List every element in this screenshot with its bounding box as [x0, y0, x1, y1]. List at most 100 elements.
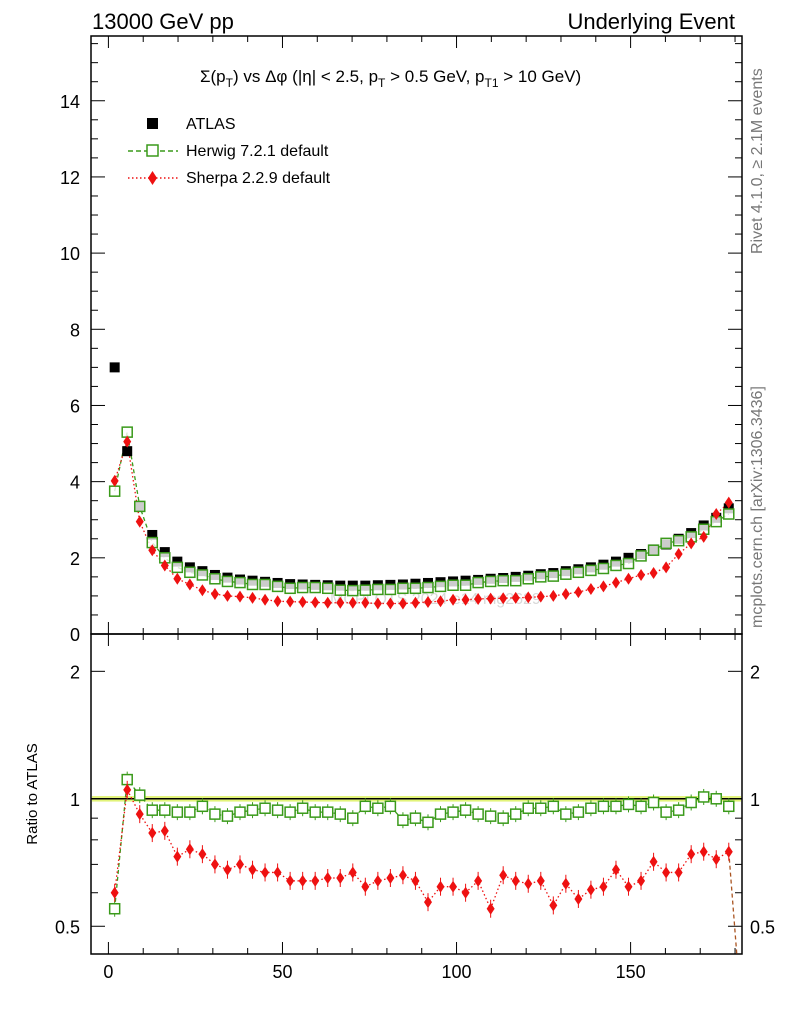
ratio-y-tick-label: 0.5 [55, 917, 80, 937]
sherpa-point [110, 474, 119, 487]
ratio-y-tick-label: 2 [70, 662, 80, 682]
sherpa-point [160, 559, 169, 572]
herwig-ratio-point [535, 802, 547, 814]
title-part-1: Σ(p [200, 67, 226, 86]
sherpa-point [185, 578, 194, 591]
herwig-ratio-point [334, 808, 347, 820]
herwig-point [509, 574, 522, 587]
herwig-point [184, 566, 196, 579]
sherpa-ratio-point [524, 877, 533, 890]
sherpa-point [687, 537, 696, 550]
herwig-point [635, 550, 647, 562]
herwig-ratio-point [184, 806, 196, 818]
herwig-point [672, 534, 685, 547]
sherpa-ratio-point [386, 872, 395, 885]
sherpa-point [561, 588, 570, 601]
herwig-point [472, 576, 484, 589]
herwig-ratio-point [434, 808, 447, 820]
herwig-point [372, 583, 384, 596]
y-tick-label: 0 [70, 625, 80, 645]
herwig-ratio-point [146, 804, 159, 816]
sherpa-point [461, 593, 470, 606]
herwig-point [259, 578, 271, 591]
herwig-ratio-point [509, 808, 522, 820]
sherpa-ratio-point [561, 877, 570, 890]
herwig-line [114, 431, 730, 592]
ratio-panel-frame [90, 633, 743, 955]
herwig-point [434, 580, 447, 593]
sherpa-point [499, 592, 508, 605]
atlas-point [147, 529, 158, 540]
sherpa-point [474, 592, 483, 605]
main-data-layer [108, 362, 735, 610]
title-sub-2: T [378, 76, 386, 90]
sherpa-point [637, 568, 646, 581]
sherpa-point [248, 591, 257, 604]
herwig-ratio-point [585, 802, 597, 814]
legend-label-sherpa: Sherpa 2.2.9 default [186, 170, 331, 187]
sherpa-ratio-point [361, 880, 370, 893]
herwig-ratio-point [635, 800, 647, 813]
sherpa-ratio-point [123, 783, 132, 796]
herwig-ratio-point [296, 802, 309, 814]
herwig-ratio-point [271, 804, 284, 816]
sherpa-point [261, 593, 270, 606]
sherpa-ratio-point [511, 874, 520, 887]
sherpa-point [524, 591, 533, 604]
herwig-point [447, 579, 459, 591]
sherpa-ratio-point [160, 824, 169, 837]
herwig-ratio-point [384, 800, 397, 813]
herwig-ratio-line [114, 777, 730, 909]
herwig-point [422, 581, 434, 594]
sherpa-point [624, 572, 633, 585]
sherpa-ratio-point [449, 880, 458, 893]
sherpa-point [536, 590, 545, 603]
sherpa-point [298, 596, 307, 609]
side-label-rivet: Rivet 4.1.0, ≥ 2.1M events [749, 68, 766, 254]
herwig-point [209, 573, 221, 585]
herwig-ratio-point [372, 802, 384, 814]
herwig-ratio-point [133, 789, 146, 801]
ratio-y-tick-label-right: 1 [750, 790, 760, 810]
herwig-point [560, 568, 572, 580]
sherpa-point [586, 583, 595, 596]
sherpa-ratio-line [114, 787, 730, 911]
herwig-point [647, 544, 660, 556]
herwig-point [597, 562, 610, 575]
legend-marker-herwig [146, 144, 159, 157]
herwig-point [585, 564, 597, 577]
herwig-point [359, 584, 372, 596]
herwig-point [133, 500, 146, 513]
herwig-ratio-point [284, 806, 296, 818]
x-tick-label: 0 [103, 962, 113, 982]
ratio-dropoff-line [728, 851, 738, 955]
plot-title: Σ(pT) vs Δφ (|η| < 2.5, pT > 0.5 GeV, pT… [200, 67, 581, 90]
sherpa-point [135, 515, 144, 528]
herwig-ratio-point [221, 810, 234, 822]
atlas-point [109, 362, 120, 373]
sherpa-point [223, 589, 232, 602]
herwig-point [347, 584, 359, 597]
y-tick-label: 8 [70, 320, 80, 340]
herwig-ratio-point [422, 816, 434, 829]
herwig-ratio-point [259, 802, 271, 814]
herwig-point [497, 574, 509, 587]
herwig-point [535, 571, 547, 583]
sherpa-ratio-point [398, 869, 407, 882]
sherpa-ratio-point [712, 853, 721, 866]
herwig-ratio-point [685, 796, 697, 809]
sherpa-ratio-point [574, 892, 583, 905]
herwig-ratio-point [560, 808, 572, 820]
sherpa-ratio-point [637, 874, 646, 887]
herwig-ratio-point [660, 806, 672, 818]
herwig-ratio-point [209, 808, 221, 820]
sherpa-ratio-point [699, 845, 708, 858]
x-tick-label: 150 [616, 962, 646, 982]
herwig-point [284, 582, 296, 595]
y-tick-label: 4 [70, 473, 80, 493]
sherpa-point [173, 572, 182, 585]
sherpa-ratio-point [411, 874, 420, 887]
herwig-ratio-point [108, 902, 121, 915]
